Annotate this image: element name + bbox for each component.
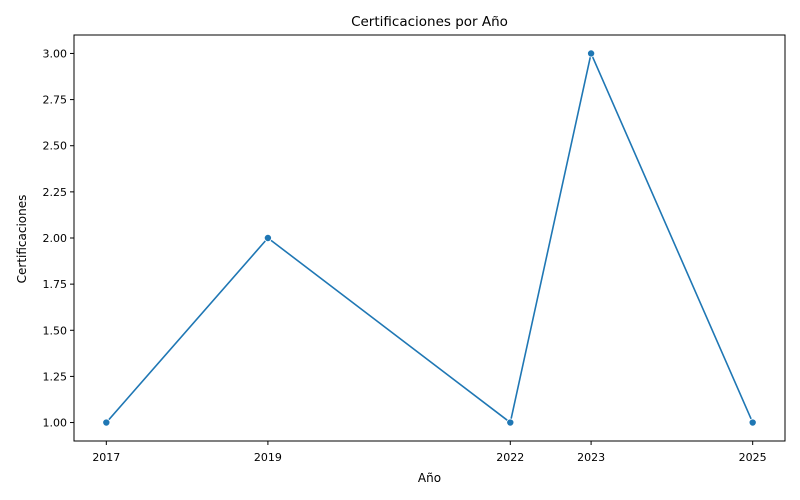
y-tick-label: 1.00 <box>43 417 68 430</box>
y-tick-label: 3.00 <box>43 47 68 60</box>
y-tick-label: 2.75 <box>43 94 68 107</box>
y-axis-title: Certificaciones <box>15 195 29 284</box>
series-layer <box>102 49 757 427</box>
y-tick-label: 1.25 <box>43 370 68 383</box>
series-line <box>105 52 754 424</box>
data-point <box>263 233 272 242</box>
x-tick-label: 2022 <box>496 451 524 464</box>
x-axis-title: Año <box>418 471 441 485</box>
data-point <box>587 49 596 58</box>
y-tick-label: 2.25 <box>43 186 68 199</box>
data-point <box>102 418 111 427</box>
x-tick-label: 2019 <box>254 451 282 464</box>
data-point <box>748 418 757 427</box>
y-tick-label: 1.50 <box>43 324 68 337</box>
axes: 2017 2019 2022 2023 2025 1.00 1.25 1.50 1.75 2.00… <box>43 34 786 464</box>
y-tick-label: 2.50 <box>43 140 68 153</box>
chart-title: Certificaciones por Año <box>351 14 508 30</box>
x-tick-label: 2025 <box>739 451 767 464</box>
plot-frame <box>73 34 786 442</box>
y-tick-label: 1.75 <box>43 278 68 291</box>
data-point <box>506 418 515 427</box>
x-tick-label: 2017 <box>92 451 120 464</box>
y-tick-label: 2.00 <box>43 232 68 245</box>
x-tick-label: 2023 <box>577 451 605 464</box>
